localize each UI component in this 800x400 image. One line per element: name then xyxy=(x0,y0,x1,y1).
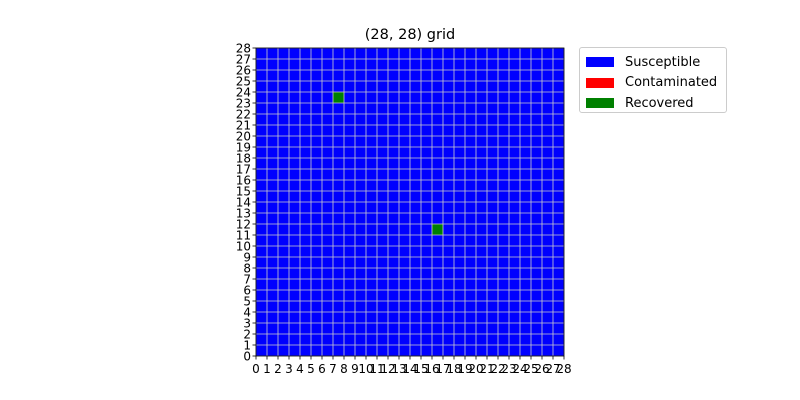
x-tick-label: 25 xyxy=(523,362,538,376)
x-tick-label: 17 xyxy=(435,362,450,376)
y-tick-label: 21 xyxy=(236,118,251,132)
y-tick-label: 13 xyxy=(236,206,251,220)
y-tick-label: 12 xyxy=(236,217,251,231)
x-tick-label: 11 xyxy=(369,362,384,376)
x-tick-label: 28 xyxy=(556,362,571,376)
y-tick-label: 2 xyxy=(243,327,251,341)
legend-entry: Recovered xyxy=(586,93,726,114)
x-tick-label: 26 xyxy=(534,362,549,376)
y-tick-label: 26 xyxy=(236,63,251,77)
x-tick-label: 3 xyxy=(285,362,293,376)
y-tick-label: 14 xyxy=(236,195,251,209)
x-tick-label: 0 xyxy=(252,362,260,376)
chart-title: (28, 28) grid xyxy=(365,27,455,43)
x-tick-label: 20 xyxy=(468,362,483,376)
x-tick-label: 15 xyxy=(413,362,428,376)
x-tick-label: 9 xyxy=(351,362,359,376)
legend-label: Contaminated xyxy=(625,75,718,91)
y-tick-label: 25 xyxy=(236,74,251,88)
legend-entry: Contaminated xyxy=(586,73,726,94)
y-tick-label: 9 xyxy=(243,250,251,264)
y-tick-label: 18 xyxy=(236,151,251,165)
legend-entry: Susceptible xyxy=(586,52,726,73)
y-tick-label: 19 xyxy=(236,140,251,154)
y-tick-label: 15 xyxy=(236,184,251,198)
y-tick-label: 10 xyxy=(236,239,251,253)
x-tick-label: 24 xyxy=(512,362,527,376)
x-tick-label: 1 xyxy=(263,362,271,376)
x-tick-label: 8 xyxy=(340,362,348,376)
x-tick-label: 18 xyxy=(446,362,461,376)
y-tick-label: 16 xyxy=(236,173,251,187)
grid-cell xyxy=(432,224,443,235)
x-tick-label: 19 xyxy=(457,362,472,376)
y-tick-label: 22 xyxy=(236,107,251,121)
y-tick-label: 24 xyxy=(236,85,251,99)
legend-swatch xyxy=(586,57,614,68)
x-tick-label: 14 xyxy=(402,362,417,376)
x-tick-label: 22 xyxy=(490,362,505,376)
x-tick-label: 23 xyxy=(501,362,516,376)
x-tick-label: 16 xyxy=(424,362,439,376)
x-tick-label: 21 xyxy=(479,362,494,376)
x-tick-label: 6 xyxy=(318,362,326,376)
y-tick-label: 20 xyxy=(236,129,251,143)
y-tick-label: 5 xyxy=(243,294,251,308)
y-tick-label: 27 xyxy=(236,52,251,66)
x-tick-label: 2 xyxy=(274,362,282,376)
legend-swatch xyxy=(586,77,614,88)
legend-label: Susceptible xyxy=(625,54,701,70)
x-tick-label: 12 xyxy=(380,362,395,376)
y-tick-label: 11 xyxy=(236,228,251,242)
plot-area xyxy=(255,47,565,357)
y-tick-label: 28 xyxy=(236,41,251,55)
x-tick-label: 27 xyxy=(545,362,560,376)
y-tick-label: 7 xyxy=(243,272,251,286)
y-tick-label: 6 xyxy=(243,283,251,297)
x-tick-label: 5 xyxy=(307,362,315,376)
y-tick-label: 8 xyxy=(243,261,251,275)
y-tick-label: 1 xyxy=(243,338,251,352)
y-axis: 0123456789101112131415161718192021222324… xyxy=(236,41,256,363)
grid-cell xyxy=(333,92,344,103)
legend-swatch xyxy=(586,98,614,109)
x-tick-label: 13 xyxy=(391,362,406,376)
x-tick-label: 7 xyxy=(329,362,337,376)
x-tick-label: 10 xyxy=(358,362,373,376)
x-tick-label: 4 xyxy=(296,362,304,376)
y-tick-label: 17 xyxy=(236,162,251,176)
legend: Susceptible Contaminated Recovered xyxy=(579,47,727,113)
y-tick-label: 23 xyxy=(236,96,251,110)
y-tick-label: 0 xyxy=(243,349,251,363)
y-tick-label: 4 xyxy=(243,305,251,319)
x-axis: 0 1 2 3 4 5 6 7 8 9 101112131415161718192021222324… xyxy=(252,356,572,376)
y-tick-label: 3 xyxy=(243,316,251,330)
legend-label: Recovered xyxy=(625,95,694,111)
